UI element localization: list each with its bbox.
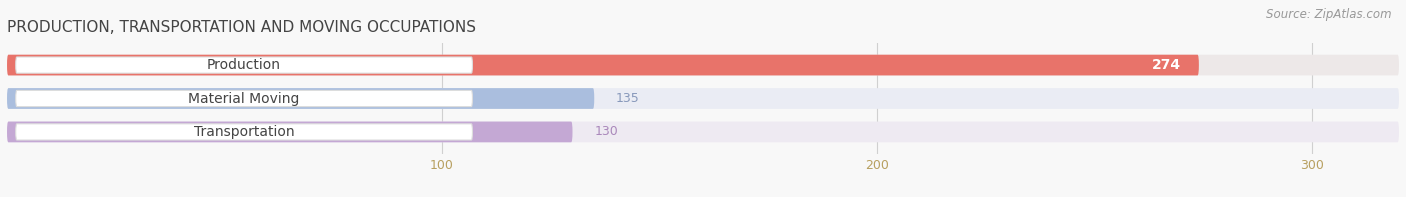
FancyBboxPatch shape bbox=[15, 124, 472, 140]
FancyBboxPatch shape bbox=[7, 88, 595, 109]
Text: 274: 274 bbox=[1153, 58, 1181, 72]
FancyBboxPatch shape bbox=[7, 122, 572, 142]
Text: PRODUCTION, TRANSPORTATION AND MOVING OCCUPATIONS: PRODUCTION, TRANSPORTATION AND MOVING OC… bbox=[7, 20, 477, 35]
FancyBboxPatch shape bbox=[7, 55, 1399, 75]
FancyBboxPatch shape bbox=[7, 122, 1399, 142]
Text: Source: ZipAtlas.com: Source: ZipAtlas.com bbox=[1267, 8, 1392, 21]
FancyBboxPatch shape bbox=[15, 90, 472, 107]
FancyBboxPatch shape bbox=[15, 57, 472, 73]
Text: Transportation: Transportation bbox=[194, 125, 294, 139]
Text: Material Moving: Material Moving bbox=[188, 91, 299, 106]
FancyBboxPatch shape bbox=[7, 55, 1199, 75]
Text: Production: Production bbox=[207, 58, 281, 72]
Text: 130: 130 bbox=[595, 125, 619, 138]
Text: 135: 135 bbox=[616, 92, 640, 105]
FancyBboxPatch shape bbox=[7, 88, 1399, 109]
